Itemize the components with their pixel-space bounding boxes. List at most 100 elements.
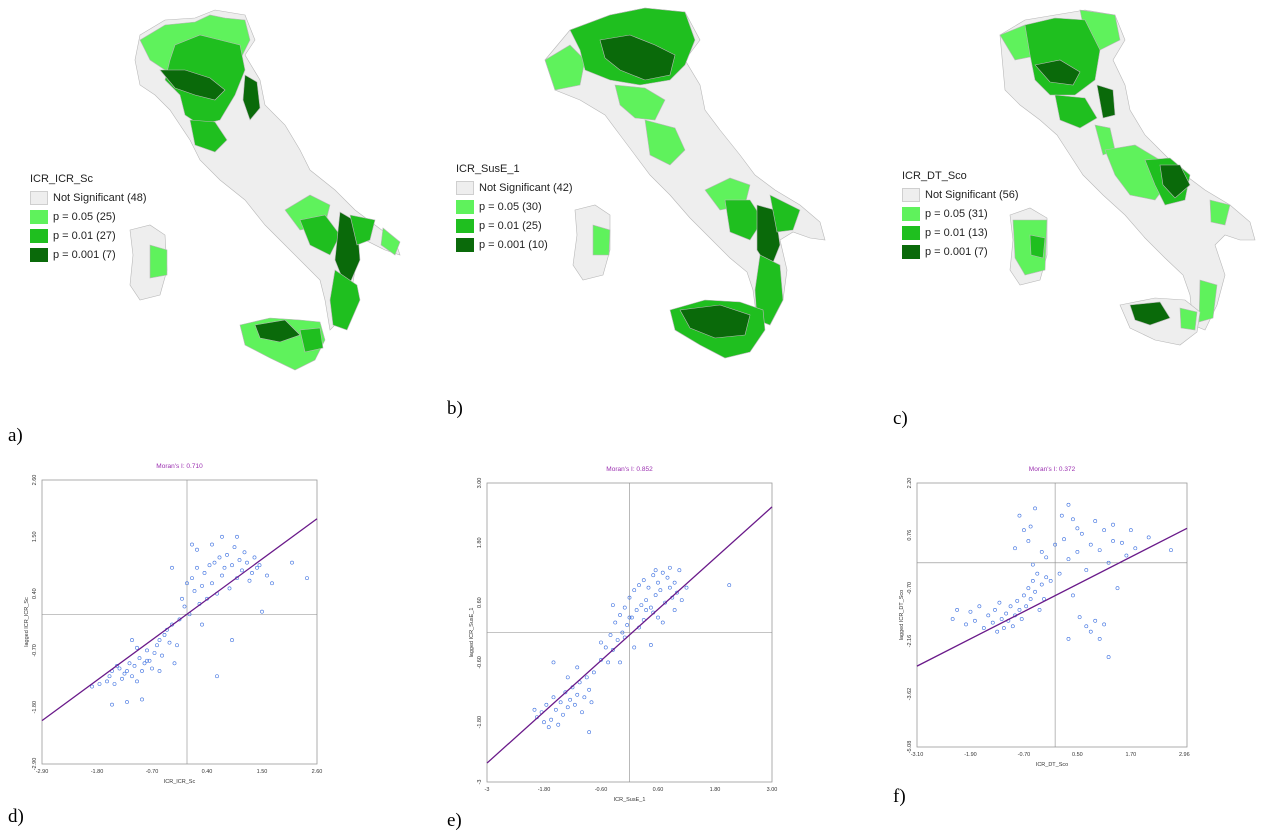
- data-point: [641, 578, 646, 583]
- data-point: [672, 580, 677, 585]
- data-point: [120, 676, 124, 681]
- data-point: [1097, 548, 1102, 552]
- data-point: [981, 626, 986, 630]
- data-point: [1037, 608, 1042, 612]
- panel-label-b: b): [447, 398, 463, 419]
- data-point: [1022, 593, 1026, 598]
- data-point: [237, 558, 242, 562]
- data-point: [587, 730, 592, 735]
- data-point: [255, 565, 259, 570]
- data-point: [546, 725, 551, 730]
- data-point: [1019, 617, 1024, 621]
- map-a-sardinia-p05: [149, 244, 168, 279]
- legend-swatch: [456, 218, 474, 233]
- data-point: [727, 583, 732, 588]
- legend-b: ICR_SusE_1 Not Significant (42) p = 0.05…: [456, 163, 573, 254]
- data-point: [1106, 655, 1111, 659]
- x-tick-label: -0.60: [595, 787, 608, 793]
- x-tick-label: 0.40: [202, 769, 213, 775]
- x-axis-label: ICR_SusE_1: [614, 797, 646, 803]
- data-point: [137, 656, 142, 661]
- legend-a: ICR_ICR_Sc Not Significant (48) p = 0.05…: [30, 173, 147, 264]
- legend-a-item-2: p = 0.01 (27): [30, 226, 147, 245]
- moran-scatter-e: Moran's I: 0.852 -3 -1.80 -0.60 0.60 1.80 3.00…: [469, 466, 778, 803]
- x-tick-label: 3.00: [767, 787, 778, 793]
- data-point: [110, 702, 114, 707]
- data-point: [622, 605, 627, 610]
- data-point: [646, 585, 651, 590]
- map-a-puglia-p01: [349, 214, 376, 246]
- data-point: [1048, 579, 1053, 583]
- data-point: [1024, 604, 1029, 609]
- data-point: [565, 705, 570, 710]
- map-a-north-p001: [159, 69, 226, 101]
- data-point: [157, 669, 162, 673]
- data-point: [1039, 582, 1044, 587]
- data-point: [660, 620, 665, 625]
- data-point: [145, 658, 149, 663]
- data-point: [653, 593, 658, 598]
- data-point: [105, 679, 109, 684]
- y-tick-label: -0.70: [32, 644, 38, 657]
- data-point: [1030, 562, 1035, 567]
- data-point: [986, 613, 991, 618]
- map-a-sardinia: [129, 224, 168, 301]
- map-b-north-p001: [599, 34, 676, 81]
- y-tick-label: 0.60: [477, 597, 483, 608]
- data-point: [112, 682, 117, 686]
- map-b-puglia-p001: [756, 204, 781, 271]
- data-point: [558, 700, 563, 705]
- legend-c: ICR_DT_Sco Not Significant (56) p = 0.05…: [902, 170, 1019, 261]
- data-point: [1102, 622, 1107, 627]
- data-point: [1133, 546, 1138, 551]
- map-a: [129, 9, 401, 371]
- data-point: [993, 608, 997, 612]
- map-a-calabria-p01: [329, 269, 361, 331]
- data-point: [644, 598, 649, 603]
- data-point: [180, 596, 184, 601]
- data-point: [132, 663, 137, 668]
- data-point: [1084, 568, 1089, 572]
- data-point: [663, 600, 668, 605]
- map-a-salento-p05: [380, 227, 401, 256]
- data-point: [580, 710, 584, 715]
- regression-line: [916, 527, 1188, 667]
- data-point: [222, 565, 227, 570]
- data-point: [634, 608, 639, 612]
- moran-scatter-d: Moran's I: 0.710 -2.90 -1.80 -0.70 0.40 1.50 2…: [24, 463, 322, 785]
- x-tick-label: 1.80: [710, 787, 721, 793]
- data-point: [639, 603, 644, 607]
- legend-swatch: [456, 199, 474, 214]
- map-c-sicily-p05: [1179, 307, 1198, 331]
- data-point: [265, 573, 269, 578]
- data-point: [648, 605, 653, 610]
- data-point: [651, 573, 656, 578]
- data-point: [162, 633, 167, 637]
- legend-swatch: [456, 237, 474, 252]
- data-point: [195, 565, 199, 570]
- data-point: [572, 702, 577, 707]
- y-tick-label: -0.70: [907, 582, 913, 595]
- data-point: [210, 581, 214, 586]
- y-axis-label: lagged ICR_ICR_Sc: [24, 597, 30, 647]
- data-point: [130, 638, 134, 642]
- data-point: [563, 690, 568, 695]
- moran-scatter-f: Moran's I: 0.372 -3.10 -1.90 -0.70 0.50 1.70 2…: [899, 466, 1190, 768]
- data-point: [625, 623, 630, 627]
- data-point: [582, 695, 587, 700]
- x-tick-label: -0.70: [1018, 752, 1031, 758]
- data-point: [1071, 517, 1075, 522]
- data-point: [606, 660, 611, 665]
- data-point: [220, 534, 224, 539]
- data-point: [155, 643, 159, 648]
- data-point: [122, 671, 127, 676]
- panel-label-a: a): [8, 425, 23, 446]
- data-point: [1102, 528, 1107, 533]
- y-tick-label: 1.50: [32, 531, 38, 542]
- x-tick-label: -3.10: [911, 752, 924, 758]
- data-point: [117, 666, 122, 671]
- data-point: [190, 542, 194, 547]
- data-point: [160, 653, 164, 658]
- data-point: [1077, 615, 1082, 620]
- data-point: [584, 675, 589, 680]
